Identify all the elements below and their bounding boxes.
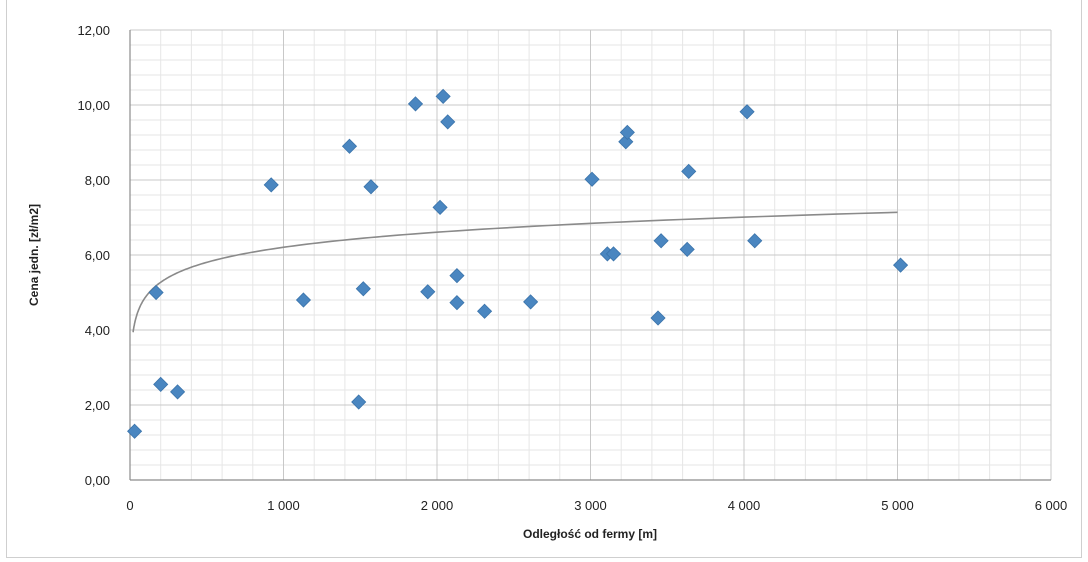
data-point [584,171,600,187]
data-point [605,246,622,262]
data-point [420,284,436,300]
trendline [132,211,898,333]
data-point [681,163,697,179]
data-point [263,177,279,193]
y-tick-label: 4,00 [85,323,110,338]
data-point [295,292,312,308]
data-point [435,88,451,104]
data-point [407,96,424,112]
x-tick-label: 1 000 [267,498,300,513]
data-point [170,384,186,400]
data-point [477,303,493,319]
data-point [739,104,755,120]
data-point [618,134,634,150]
y-tick-label: 0,00 [85,473,110,488]
data-point [679,241,695,257]
trendline-curve [132,211,898,333]
data-point [619,124,635,140]
data-point [650,310,666,326]
data-point [355,281,371,297]
y-tick-label: 2,00 [85,398,110,413]
axes [129,30,1051,481]
data-point [127,423,143,439]
x-tick-label: 6 000 [1035,498,1068,513]
x-axis-label: Odległość od fermy [m] [523,527,657,541]
x-tick-labels: 0 1 000 2 000 3 000 4 000 5 000 6 000 [126,498,1067,513]
data-point [893,257,909,273]
y-tick-label: 8,00 [85,173,110,188]
data-point [747,233,763,249]
x-tick-label: 2 000 [421,498,454,513]
data-point [523,294,539,310]
data-points [127,88,909,439]
chart-frame [6,0,1082,558]
data-point [432,199,448,215]
x-tick-label: 3 000 [574,498,607,513]
data-point [153,376,169,392]
data-point [653,233,669,249]
y-tick-label: 12,00 [77,23,110,38]
data-point [363,179,379,195]
x-tick-label: 0 [126,498,133,513]
y-tick-labels: 0,00 2,00 4,00 6,00 8,00 10,00 12,00 [77,23,110,488]
y-axis-label: Cena jedn. [zł/m2] [27,204,41,306]
data-point [440,114,456,130]
data-point [351,394,367,410]
x-tick-label: 5 000 [881,498,914,513]
data-point [148,284,164,301]
y-tick-label: 6,00 [85,248,110,263]
x-tick-label: 4 000 [728,498,761,513]
data-point [341,138,358,154]
data-point [449,268,465,284]
data-point [449,295,465,311]
y-tick-label: 10,00 [77,98,110,113]
